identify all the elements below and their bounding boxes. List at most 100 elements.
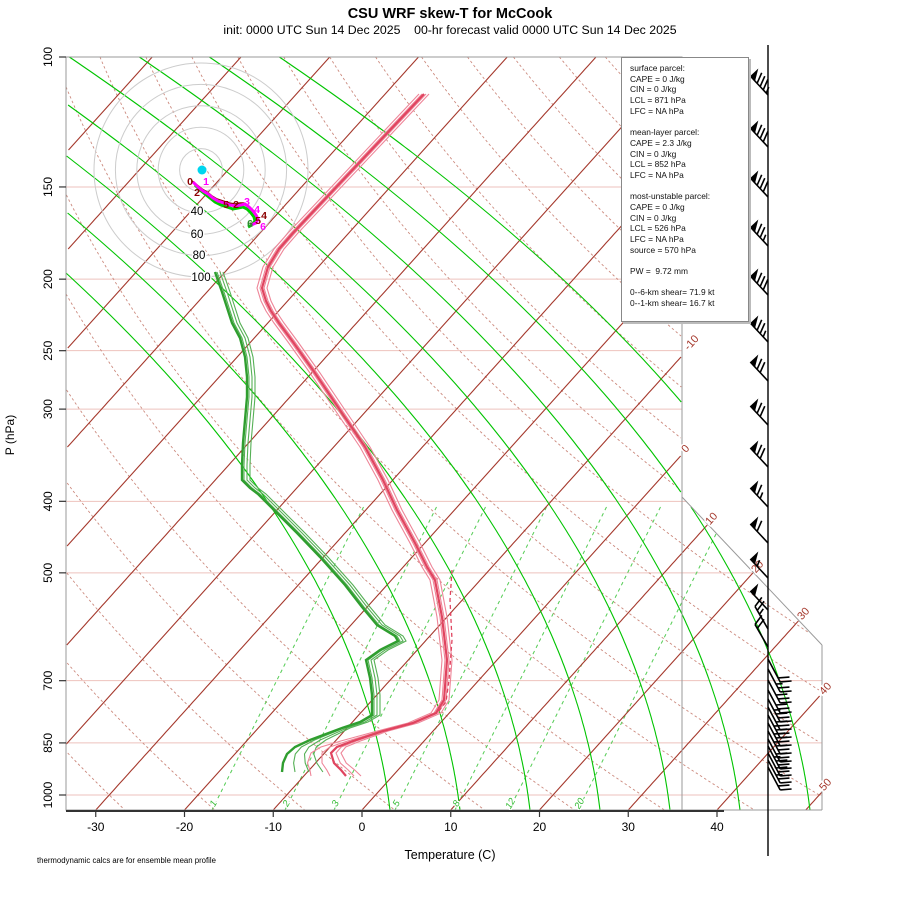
svg-text:5: 5 xyxy=(255,215,261,227)
svg-text:4: 4 xyxy=(261,210,267,222)
info-box-line: most-unstable parcel: xyxy=(630,191,711,202)
info-box-line: CAPE = 2.3 J/kg xyxy=(630,137,692,148)
info-box-line: 0--1-km shear= 16.7 kt xyxy=(630,298,715,309)
wind-barb xyxy=(749,551,769,579)
svg-text:0: 0 xyxy=(679,443,692,456)
pressure-tick-label: 300 xyxy=(41,399,55,419)
info-box-line: LFC = NA hPa xyxy=(630,234,684,244)
wind-barb xyxy=(767,738,792,763)
info-box-line xyxy=(630,181,746,192)
info-box-line: CIN = 0 J/kg xyxy=(630,84,677,95)
svg-text:2: 2 xyxy=(233,199,239,211)
svg-text:12: 12 xyxy=(503,796,518,811)
svg-text:2: 2 xyxy=(194,187,200,199)
pressure-tick-label: 100 xyxy=(41,47,55,67)
svg-text:1: 1 xyxy=(208,799,220,809)
footer-note: thermodynamic calcs are for ensemble mea… xyxy=(37,856,216,865)
svg-text:6: 6 xyxy=(260,221,266,233)
pressure-tick-label: 700 xyxy=(41,670,55,690)
mixing-ratio-lines xyxy=(211,506,717,811)
info-box-line: 0--6-km shear= 71.9 kt xyxy=(630,287,715,298)
wind-barb xyxy=(767,658,792,683)
pressure-tick-label: 250 xyxy=(41,340,55,360)
info-box-line xyxy=(630,277,746,288)
info-box-line: CIN = 0 J/kg xyxy=(630,212,677,223)
info-box-line xyxy=(630,116,746,127)
pressure-axis-label: P (hPa) xyxy=(3,414,17,456)
info-box-line: surface parcel: xyxy=(630,63,685,73)
svg-text:3: 3 xyxy=(244,196,250,208)
svg-text:60: 60 xyxy=(191,229,204,241)
wind-barb xyxy=(749,516,769,544)
wind-barb xyxy=(749,120,769,148)
svg-text:50: 50 xyxy=(817,776,834,793)
temperature-trace xyxy=(256,93,453,777)
info-box-line: CAPE = 0 J/kg xyxy=(630,201,685,212)
wind-barb xyxy=(749,583,769,611)
svg-text:5: 5 xyxy=(223,199,229,211)
svg-text:-10: -10 xyxy=(682,333,702,353)
svg-text:10: 10 xyxy=(703,510,720,527)
x-tick-label: 40 xyxy=(710,820,724,834)
info-box-line xyxy=(630,255,746,266)
svg-text:6: 6 xyxy=(247,218,253,230)
wind-barb xyxy=(749,68,770,96)
svg-text:3: 3 xyxy=(330,798,343,809)
info-box-line: PW = 9.72 mm xyxy=(630,266,688,277)
wind-barb xyxy=(754,614,769,648)
init-valid-subtitle: init: 0000 UTC Sun 14 Dec 2025 00-hr for… xyxy=(223,23,677,37)
axes: -30 -20 -10 0 10 20 30 401001502002503004005007… xyxy=(41,47,724,834)
dewpoint-trace xyxy=(213,271,407,773)
wind-barb xyxy=(749,440,769,468)
wind-barb xyxy=(749,219,769,247)
svg-text:2: 2 xyxy=(280,798,293,810)
x-tick-label: 20 xyxy=(533,820,547,834)
wind-barb xyxy=(749,480,769,508)
wind-barb xyxy=(749,315,769,343)
page-title: CSU WRF skew-T for McCook xyxy=(347,6,553,22)
pressure-tick-label: 200 xyxy=(41,269,55,289)
wind-barb xyxy=(767,745,792,770)
x-tick-label: -20 xyxy=(176,820,194,834)
parcel-info-box: surface parcel: CAPE = 0 J/kg CIN = 0 J/kg… xyxy=(621,57,749,322)
wind-barb xyxy=(767,668,792,693)
info-box-line: LCL = 526 hPa xyxy=(630,223,686,234)
wind-barb xyxy=(749,354,769,382)
x-tick-label: 0 xyxy=(359,820,366,834)
pressure-tick-label: 500 xyxy=(41,563,55,583)
x-tick-label: -10 xyxy=(265,820,283,834)
x-tick-label: 30 xyxy=(622,820,636,834)
wind-barb xyxy=(749,398,769,426)
wind-barb xyxy=(749,268,769,296)
info-box-line: LCL = 871 hPa xyxy=(630,95,686,106)
svg-text:5: 5 xyxy=(391,798,404,809)
wind-barb xyxy=(767,679,792,704)
pressure-tick-label: 850 xyxy=(41,733,55,753)
wind-barb xyxy=(767,752,792,777)
isotherm-lines xyxy=(65,56,823,811)
wind-barb-column xyxy=(749,45,792,856)
x-tick-label: -30 xyxy=(87,820,105,834)
wind-barb xyxy=(754,596,769,630)
svg-text:40: 40 xyxy=(817,680,834,697)
info-box-line: CIN = 0 J/kg xyxy=(630,148,677,159)
temperature-axis-label: Temperature (C) xyxy=(404,848,496,862)
wind-barb xyxy=(767,730,792,755)
info-box-line: LCL = 852 hPa xyxy=(630,159,686,170)
storm-motion-dot xyxy=(197,165,207,175)
wind-barb xyxy=(749,170,769,198)
x-tick-label: 10 xyxy=(444,820,458,834)
info-box-line: LFC = NA hPa xyxy=(630,105,684,116)
svg-text:80: 80 xyxy=(193,250,206,262)
info-box-line: mean-layer parcel: xyxy=(630,127,700,138)
pressure-gridlines xyxy=(66,56,822,796)
svg-text:0: 0 xyxy=(187,176,193,188)
pressure-tick-label: 1000 xyxy=(41,781,55,808)
svg-text:1: 1 xyxy=(203,176,209,188)
pressure-tick-label: 150 xyxy=(41,177,55,197)
info-box-line: LFC = NA hPa xyxy=(630,169,684,180)
svg-text:40: 40 xyxy=(191,206,204,218)
